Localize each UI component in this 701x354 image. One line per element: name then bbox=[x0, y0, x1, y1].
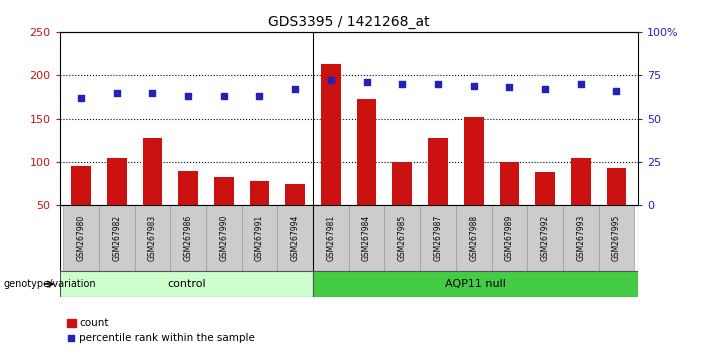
Point bbox=[468, 83, 479, 88]
Bar bbox=[313, 205, 348, 271]
Text: GSM267991: GSM267991 bbox=[255, 215, 264, 261]
Point bbox=[254, 93, 265, 99]
Bar bbox=[491, 205, 527, 271]
Point bbox=[361, 79, 372, 85]
Text: percentile rank within the sample: percentile rank within the sample bbox=[79, 333, 255, 343]
Bar bbox=[206, 205, 242, 271]
Point bbox=[65, 335, 76, 341]
Bar bbox=[456, 205, 491, 271]
Bar bbox=[536, 172, 555, 205]
Bar bbox=[321, 64, 341, 205]
Text: GSM267984: GSM267984 bbox=[362, 215, 371, 261]
Bar bbox=[384, 205, 420, 271]
Point bbox=[218, 93, 229, 99]
Point bbox=[540, 86, 551, 92]
Point bbox=[182, 93, 193, 99]
Bar bbox=[428, 138, 448, 205]
Bar bbox=[464, 117, 484, 205]
Bar bbox=[178, 171, 198, 205]
Text: GSM267992: GSM267992 bbox=[540, 215, 550, 261]
Bar bbox=[599, 205, 634, 271]
Bar bbox=[99, 205, 135, 271]
Text: GSM267982: GSM267982 bbox=[112, 215, 121, 261]
Point bbox=[397, 81, 408, 87]
Bar bbox=[135, 205, 170, 271]
Point bbox=[433, 81, 444, 87]
Text: genotype/variation: genotype/variation bbox=[4, 279, 96, 289]
Title: GDS3395 / 1421268_at: GDS3395 / 1421268_at bbox=[268, 16, 430, 29]
Bar bbox=[527, 205, 563, 271]
Bar bbox=[606, 168, 626, 205]
Text: GSM267995: GSM267995 bbox=[612, 215, 621, 261]
Text: GSM267987: GSM267987 bbox=[433, 215, 442, 261]
Bar bbox=[285, 184, 305, 205]
Point bbox=[611, 88, 622, 94]
Text: GSM267994: GSM267994 bbox=[291, 215, 300, 261]
Bar bbox=[250, 181, 269, 205]
Text: GSM267986: GSM267986 bbox=[184, 215, 193, 261]
Point bbox=[147, 90, 158, 95]
Bar bbox=[242, 205, 278, 271]
Bar bbox=[60, 271, 313, 297]
Bar bbox=[72, 166, 91, 205]
Bar bbox=[563, 205, 599, 271]
Point bbox=[504, 85, 515, 90]
Bar bbox=[349, 205, 384, 271]
Bar bbox=[142, 138, 162, 205]
Text: AQP11 null: AQP11 null bbox=[445, 279, 506, 289]
Text: control: control bbox=[167, 279, 205, 289]
Point bbox=[325, 78, 336, 83]
Bar bbox=[500, 162, 519, 205]
Text: GSM267985: GSM267985 bbox=[397, 215, 407, 261]
Bar bbox=[63, 205, 99, 271]
Text: GSM267989: GSM267989 bbox=[505, 215, 514, 261]
Text: GSM267993: GSM267993 bbox=[576, 215, 585, 261]
Point bbox=[290, 86, 301, 92]
Text: GSM267983: GSM267983 bbox=[148, 215, 157, 261]
Bar bbox=[571, 158, 591, 205]
Bar bbox=[420, 205, 456, 271]
Point bbox=[111, 90, 122, 95]
Bar bbox=[170, 205, 206, 271]
Bar bbox=[107, 158, 126, 205]
Text: GSM267988: GSM267988 bbox=[469, 215, 478, 261]
Bar bbox=[67, 319, 76, 327]
Bar bbox=[278, 205, 313, 271]
Bar bbox=[357, 99, 376, 205]
Bar bbox=[214, 177, 233, 205]
Text: GSM267990: GSM267990 bbox=[219, 215, 229, 261]
Text: GSM267981: GSM267981 bbox=[327, 215, 335, 261]
Point bbox=[576, 81, 587, 87]
Bar bbox=[393, 162, 412, 205]
Bar bbox=[313, 271, 638, 297]
Point bbox=[76, 95, 87, 101]
Text: GSM267980: GSM267980 bbox=[76, 215, 86, 261]
Text: count: count bbox=[79, 318, 109, 328]
